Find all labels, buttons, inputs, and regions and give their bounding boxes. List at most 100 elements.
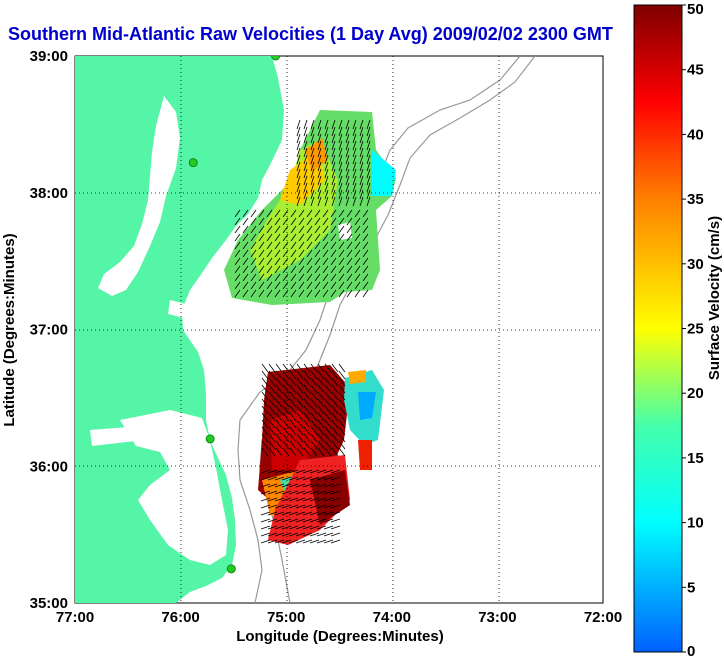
velocity-vector (314, 225, 321, 234)
velocity-vector (296, 161, 301, 172)
velocity-vector (352, 147, 357, 158)
velocity-vector (354, 249, 361, 258)
velocity-vector (346, 209, 353, 218)
velocity-vector (261, 405, 269, 415)
velocity-vector (323, 532, 334, 537)
velocity-vector (362, 217, 369, 226)
velocity-vector (359, 133, 364, 144)
velocity-vector (290, 209, 297, 218)
velocity-vector (260, 490, 271, 495)
velocity-vector (250, 265, 257, 274)
velocity-vector (234, 241, 241, 250)
velocity-vector (306, 265, 313, 274)
velocity-vector (296, 147, 301, 158)
velocity-vector (258, 265, 265, 274)
velocity-vector (346, 233, 353, 242)
velocity-vector (234, 265, 241, 274)
velocity-vector (261, 363, 269, 373)
velocity-vector (282, 412, 290, 422)
velocity-vector (261, 419, 269, 429)
velocity-vector (268, 370, 276, 380)
velocity-vector (338, 154, 343, 165)
velocity-vector (331, 440, 339, 450)
velocity-vector (317, 133, 322, 144)
velocity-vector (338, 119, 343, 130)
velocity-vector (322, 249, 329, 258)
velocity-vector (314, 217, 321, 226)
velocity-vector (338, 225, 345, 234)
velocity-vector (354, 225, 361, 234)
velocity-vector (331, 426, 339, 436)
velocity-vector (306, 281, 313, 290)
velocity-vector (258, 249, 265, 258)
velocity-vector (324, 433, 332, 443)
velocity-vector (289, 433, 297, 443)
velocity-vector (310, 126, 315, 137)
velocity-vector (303, 405, 311, 415)
velocity-vector (317, 412, 325, 422)
velocity-vector (352, 140, 357, 151)
velocity-vector (267, 525, 278, 530)
velocity-vector (288, 504, 299, 509)
velocity-vector (352, 189, 357, 200)
velocity-vector (310, 370, 318, 380)
velocity-vector (303, 140, 308, 151)
velocity-vector (330, 483, 341, 488)
velocity-vector (330, 490, 341, 495)
velocity-vector (303, 147, 308, 158)
velocity-vector (330, 265, 337, 274)
velocity-vector (338, 209, 345, 218)
velocity-vector (352, 168, 357, 179)
velocity-vector (267, 511, 278, 516)
velocity-vector (281, 469, 292, 474)
velocity-vector (306, 217, 313, 226)
velocity-vector (310, 398, 318, 408)
velocity-vector (359, 140, 364, 151)
velocity-vector (316, 504, 327, 509)
velocity-vector (296, 412, 304, 422)
velocity-vector (295, 539, 306, 544)
velocity-vector (234, 217, 241, 226)
velocity-vector (290, 281, 297, 290)
velocity-vector (366, 119, 371, 130)
velocity-vector (322, 225, 329, 234)
velocity-vector (296, 426, 304, 436)
velocity-vector (281, 483, 292, 488)
velocity-vector (331, 182, 336, 193)
velocity-vector (274, 281, 281, 290)
velocity-vector (352, 126, 357, 137)
velocity-vector (295, 511, 306, 516)
velocity-vector (310, 363, 318, 373)
colorbar-label: Surface Velocity (cm/s) (706, 216, 723, 380)
velocity-vector (322, 233, 329, 242)
velocity-vector (346, 273, 353, 282)
velocity-vector (267, 497, 278, 502)
velocity-vector (234, 249, 241, 258)
velocity-vector (338, 233, 345, 242)
map-title: Southern Mid-Atlantic Raw Velocities (1 … (8, 24, 613, 44)
velocity-vector (282, 426, 290, 436)
velocity-vector (274, 265, 281, 274)
velocity-vector (261, 426, 269, 436)
velocity-vector (310, 384, 318, 394)
velocity-vector (330, 476, 341, 481)
velocity-vector (317, 140, 322, 151)
velocity-vector (338, 182, 343, 193)
velocity-vector (310, 405, 318, 415)
velocity-vector (274, 483, 285, 488)
velocity-vector (331, 196, 336, 207)
velocity-vector (282, 289, 289, 298)
velocity-vector (324, 370, 332, 380)
velocity-vector (338, 161, 343, 172)
velocity-vector (266, 273, 273, 282)
velocity-vector (298, 289, 305, 298)
velocity-vector (331, 447, 339, 457)
velocity-vector (323, 511, 334, 516)
velocity-vector (242, 225, 249, 234)
velocity-vector (303, 119, 308, 130)
colorbar-tick-label: 5 (687, 579, 695, 596)
velocity-vector (322, 273, 329, 282)
y-axis-label: Latitude (Degrees:Minutes) (1, 233, 18, 426)
velocity-vector (352, 154, 357, 165)
velocity-vector (295, 483, 306, 488)
